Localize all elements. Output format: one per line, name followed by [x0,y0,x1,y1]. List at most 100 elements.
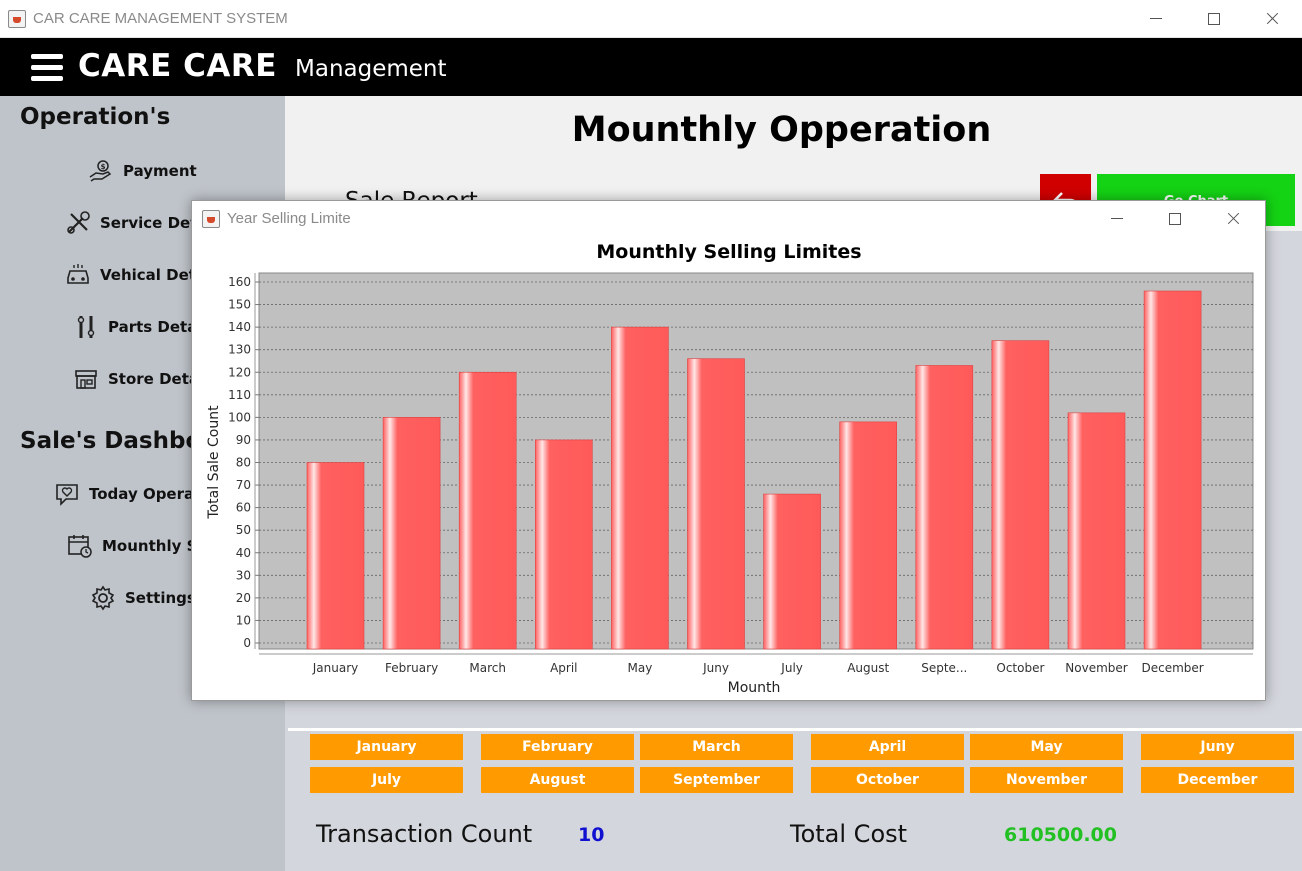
y-tick-label: 150 [228,298,251,312]
gear-icon [91,585,115,611]
sidebar-item-label: Store Deta [108,370,199,388]
month-button-july[interactable]: July [310,767,463,793]
month-button-february[interactable]: February [481,734,634,760]
svg-text:$: $ [101,163,106,171]
y-tick-label: 120 [228,365,251,379]
bar [687,358,745,650]
y-tick-label: 140 [228,320,251,334]
transaction-count-label: Transaction Count [316,820,533,848]
brand-subtitle: Management [295,56,447,82]
x-tick-label: November [1065,661,1127,675]
maximize-button[interactable] [1186,0,1244,38]
bar [1067,412,1126,650]
total-cost-value: 610500.00 [1004,824,1117,846]
bar [991,340,1050,650]
menu-icon[interactable] [31,54,63,81]
sidebar-item-today-operation[interactable]: Today Operat [54,479,201,509]
y-tick-label: 130 [228,343,251,357]
java-app-icon [8,10,26,28]
operations-heading: Operation's [20,104,171,130]
java-app-icon [202,210,220,228]
y-tick-label: 40 [236,546,251,560]
dialog-titlebar: Year Selling Limite [192,201,1265,235]
month-button-october[interactable]: October [811,767,964,793]
minimize-button[interactable] [1128,0,1186,38]
calendar-icon [68,535,92,558]
y-tick-label: 110 [228,388,251,402]
bar [763,493,821,650]
parts-icon [77,316,95,338]
dialog-minimize-button[interactable] [1089,201,1147,235]
sidebar-item-label: Vehical Det [100,266,196,284]
dialog-title: Year Selling Limite [227,210,351,227]
x-tick-label: April [550,661,577,675]
x-tick-label: February [385,661,438,675]
y-tick-label: 100 [228,410,251,424]
year-selling-dialog: Year Selling Limite 0 10 20 30 40 50 60 70 80 90 1… [191,200,1266,701]
bar [382,417,441,650]
tools-icon [67,211,90,234]
sidebar-item-service[interactable]: Service Deta [65,208,208,238]
monthly-selling-chart: 0 10 20 30 40 50 60 70 80 90 100 110 120 130 140 150 160… [206,241,1254,696]
bar [306,462,365,650]
store-icon [75,370,97,389]
sidebar-item-monthly-sale[interactable]: Mounthly S [67,531,197,561]
bar [1143,290,1202,650]
sidebar-item-parts[interactable]: Parts Detai [73,312,203,342]
window-title: CAR CARE MANAGEMENT SYSTEM [33,10,288,27]
x-tick-label: May [627,661,652,675]
month-button-august[interactable]: August [481,767,634,793]
y-tick-label: 10 [236,613,251,627]
sidebar-item-label: Payment [123,162,197,180]
bottom-panel: January February March April May Juny Ju… [288,728,1302,871]
y-tick-label: 90 [236,433,251,447]
sidebar-item-settings[interactable]: Settings [90,583,196,613]
x-tick-label: August [847,661,889,675]
bar [839,421,898,650]
x-tick-label: October [996,661,1044,675]
y-tick-label: 80 [236,456,251,470]
month-button-may[interactable]: May [970,734,1123,760]
month-button-november[interactable]: November [970,767,1123,793]
bar [534,439,593,650]
month-button-september[interactable]: September [640,767,793,793]
payment-hand-icon: $ [89,160,112,182]
y-tick-label: 50 [236,523,251,537]
close-button[interactable] [1244,0,1302,38]
y-tick-label: 60 [236,501,251,515]
x-tick-label: Septe... [921,661,967,675]
y-tick-label: 0 [243,636,251,650]
sidebar-item-label: Parts Detai [108,318,203,336]
bar [915,365,974,650]
sidebar-item-store[interactable]: Store Deta [73,364,199,394]
y-tick-label: 160 [228,275,251,289]
y-tick-label: 30 [236,568,251,582]
sidebar-item-label: Settings [125,589,196,607]
heart-chat-icon [56,484,78,506]
chart-title: Mounthly Selling Limites [596,241,861,263]
brand-title: CARE CARE [78,48,277,84]
month-button-april[interactable]: April [811,734,964,760]
x-tick-label: July [780,661,803,675]
month-button-december[interactable]: December [1141,767,1294,793]
total-cost-label: Total Cost [790,820,908,848]
sidebar-item-vehical[interactable]: Vehical Det [65,260,196,290]
month-button-juny[interactable]: Juny [1141,734,1294,760]
month-button-january[interactable]: January [310,734,463,760]
x-tick-label: Juny [702,661,729,675]
x-tick-label: December [1141,661,1203,675]
transaction-count-value: 10 [578,824,605,846]
month-button-march[interactable]: March [640,734,793,760]
car-icon [67,264,89,284]
sales-dashboard-heading: Sale's Dashbo [20,428,202,454]
x-tick-label: March [469,661,506,675]
dialog-maximize-button[interactable] [1147,201,1205,235]
bar [611,326,669,650]
dialog-close-button[interactable] [1205,201,1263,235]
sidebar-item-payment[interactable]: $ Payment [88,156,197,186]
page-title: Mounthly Opperation [285,110,1302,150]
y-tick-label: 70 [236,478,251,492]
sidebar-item-label: Today Operat [89,485,202,503]
sidebar-item-label: Mounthly S [102,537,198,555]
y-axis-label: Total Sale Count [206,405,222,520]
